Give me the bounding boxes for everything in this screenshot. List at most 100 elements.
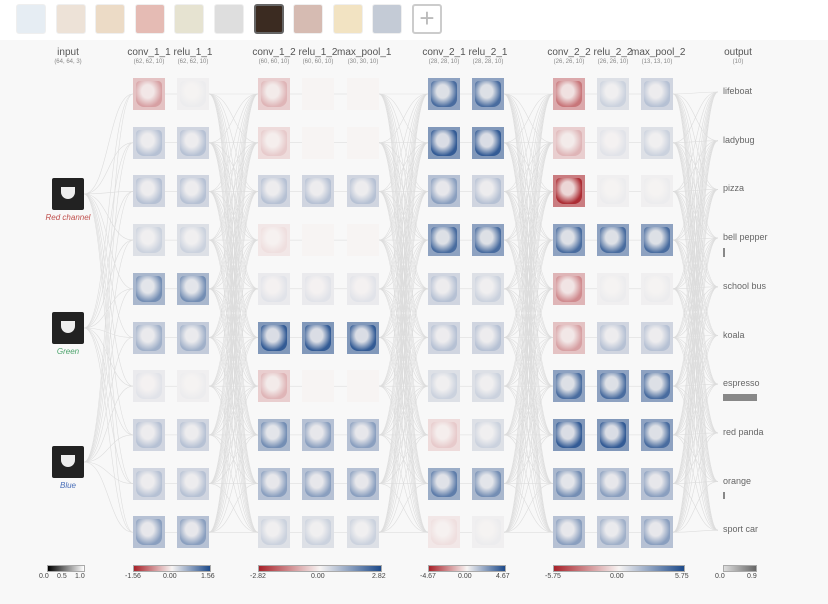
activation-map[interactable] <box>641 224 673 257</box>
activation-map[interactable] <box>133 78 165 110</box>
activation-map[interactable] <box>553 516 585 549</box>
activation-map[interactable] <box>258 224 290 257</box>
input-channel-image[interactable] <box>52 446 84 478</box>
activation-map[interactable] <box>133 418 165 451</box>
activation-map[interactable] <box>177 321 209 354</box>
activation-map[interactable] <box>553 224 585 257</box>
activation-map[interactable] <box>347 126 379 159</box>
thumbnail-pizza[interactable] <box>95 4 126 34</box>
activation-map[interactable] <box>347 467 379 500</box>
thumbnail-red-panda[interactable] <box>293 4 324 34</box>
activation-map[interactable] <box>133 321 165 354</box>
activation-map[interactable] <box>553 467 585 500</box>
activation-map[interactable] <box>302 224 334 257</box>
thumbnail-koala[interactable] <box>214 4 244 34</box>
activation-map[interactable] <box>472 516 504 549</box>
activation-map[interactable] <box>472 224 504 257</box>
activation-map[interactable] <box>597 516 629 549</box>
activation-map[interactable] <box>553 126 585 159</box>
thumbnail-school-bus[interactable] <box>174 4 205 34</box>
activation-map[interactable] <box>472 126 504 159</box>
activation-map[interactable] <box>428 175 460 208</box>
activation-map[interactable] <box>472 321 504 354</box>
activation-map[interactable] <box>177 126 209 159</box>
activation-map[interactable] <box>347 175 379 208</box>
activation-map[interactable] <box>472 78 504 110</box>
activation-map[interactable] <box>302 126 334 159</box>
activation-map[interactable] <box>177 516 209 549</box>
activation-map[interactable] <box>553 272 585 305</box>
activation-map[interactable] <box>347 224 379 257</box>
activation-map[interactable] <box>177 272 209 305</box>
input-channel-image[interactable] <box>52 178 84 210</box>
input-channel-image[interactable] <box>52 312 84 344</box>
activation-map[interactable] <box>302 272 334 305</box>
activation-map[interactable] <box>428 272 460 305</box>
activation-map[interactable] <box>347 78 379 110</box>
thumbnail-espresso[interactable] <box>253 4 284 34</box>
activation-map[interactable] <box>641 78 673 110</box>
activation-map[interactable] <box>597 467 629 500</box>
activation-map[interactable] <box>428 467 460 500</box>
activation-map[interactable] <box>258 175 290 208</box>
activation-map[interactable] <box>472 272 504 305</box>
activation-map[interactable] <box>553 175 585 208</box>
activation-map[interactable] <box>302 370 334 403</box>
activation-map[interactable] <box>133 224 165 257</box>
activation-map[interactable] <box>472 175 504 208</box>
activation-map[interactable] <box>597 370 629 403</box>
activation-map[interactable] <box>428 418 460 451</box>
activation-map[interactable] <box>133 516 165 549</box>
thumbnail-sport-car[interactable] <box>372 4 403 34</box>
activation-map[interactable] <box>597 224 629 257</box>
activation-map[interactable] <box>177 418 209 451</box>
activation-map[interactable] <box>133 175 165 208</box>
activation-map[interactable] <box>302 175 334 208</box>
activation-map[interactable] <box>641 272 673 305</box>
thumbnail-lifeboat[interactable] <box>16 4 46 34</box>
activation-map[interactable] <box>428 224 460 257</box>
activation-map[interactable] <box>472 467 504 500</box>
activation-map[interactable] <box>302 78 334 110</box>
activation-map[interactable] <box>258 467 290 500</box>
activation-map[interactable] <box>597 272 629 305</box>
activation-map[interactable] <box>258 272 290 305</box>
activation-map[interactable] <box>347 272 379 305</box>
activation-map[interactable] <box>258 516 290 549</box>
activation-map[interactable] <box>553 78 585 110</box>
activation-map[interactable] <box>258 78 290 110</box>
activation-map[interactable] <box>133 467 165 500</box>
activation-map[interactable] <box>641 126 673 159</box>
activation-map[interactable] <box>258 418 290 451</box>
activation-map[interactable] <box>258 126 290 159</box>
activation-map[interactable] <box>302 321 334 354</box>
activation-map[interactable] <box>553 370 585 403</box>
activation-map[interactable] <box>347 370 379 403</box>
activation-map[interactable] <box>347 516 379 549</box>
activation-map[interactable] <box>302 418 334 451</box>
activation-map[interactable] <box>177 175 209 208</box>
activation-map[interactable] <box>258 370 290 403</box>
activation-map[interactable] <box>258 321 290 354</box>
add-image-button[interactable]: + <box>412 4 442 34</box>
activation-map[interactable] <box>428 516 460 549</box>
activation-map[interactable] <box>553 321 585 354</box>
activation-map[interactable] <box>428 370 460 403</box>
activation-map[interactable] <box>347 418 379 451</box>
activation-map[interactable] <box>177 370 209 403</box>
activation-map[interactable] <box>641 418 673 451</box>
activation-map[interactable] <box>177 224 209 257</box>
activation-map[interactable] <box>641 467 673 500</box>
activation-map[interactable] <box>133 126 165 159</box>
activation-map[interactable] <box>641 516 673 549</box>
activation-map[interactable] <box>472 418 504 451</box>
thumbnail-bell-pepper[interactable] <box>134 4 165 34</box>
activation-map[interactable] <box>177 467 209 500</box>
activation-map[interactable] <box>177 78 209 110</box>
activation-map[interactable] <box>302 516 334 549</box>
activation-map[interactable] <box>428 78 460 110</box>
activation-map[interactable] <box>597 175 629 208</box>
activation-map[interactable] <box>302 467 334 500</box>
activation-map[interactable] <box>133 272 165 305</box>
activation-map[interactable] <box>428 126 460 159</box>
